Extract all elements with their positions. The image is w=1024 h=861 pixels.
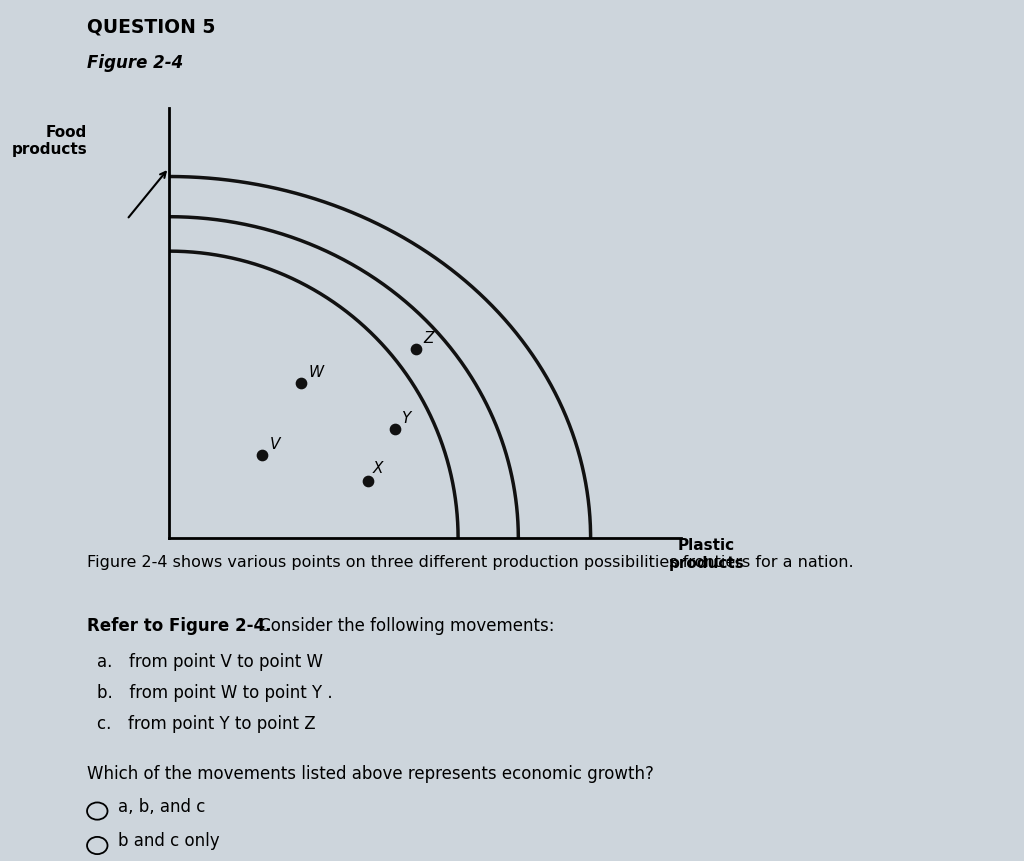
Point [387, 422, 403, 436]
Text: Food
products: Food products [11, 125, 87, 158]
Text: Plastic
products: Plastic products [669, 538, 744, 571]
Text: Figure 2-4: Figure 2-4 [87, 54, 183, 72]
Text: a, b, and c: a, b, and c [118, 798, 205, 815]
Point [293, 376, 309, 390]
Text: Figure 2-4 shows various points on three different production possibilities fron: Figure 2-4 shows various points on three… [87, 555, 854, 570]
Point [359, 474, 376, 487]
Text: X: X [373, 461, 383, 476]
Text: Y: Y [400, 412, 411, 426]
Text: W: W [308, 365, 324, 381]
Text: V: V [269, 437, 280, 452]
Text: QUESTION 5: QUESTION 5 [87, 17, 215, 36]
Text: b. from point W to point Y .: b. from point W to point Y . [97, 684, 333, 703]
Text: Consider the following movements:: Consider the following movements: [254, 617, 554, 635]
Text: Z: Z [423, 331, 433, 346]
Text: a. from point V to point W: a. from point V to point W [97, 653, 324, 672]
Point [254, 448, 270, 461]
Point [408, 342, 424, 356]
Text: Which of the movements listed above represents economic growth?: Which of the movements listed above repr… [87, 765, 654, 784]
Text: Refer to Figure 2-4.: Refer to Figure 2-4. [87, 617, 271, 635]
Text: c. from point Y to point Z: c. from point Y to point Z [97, 715, 316, 734]
Text: b and c only: b and c only [118, 833, 219, 850]
